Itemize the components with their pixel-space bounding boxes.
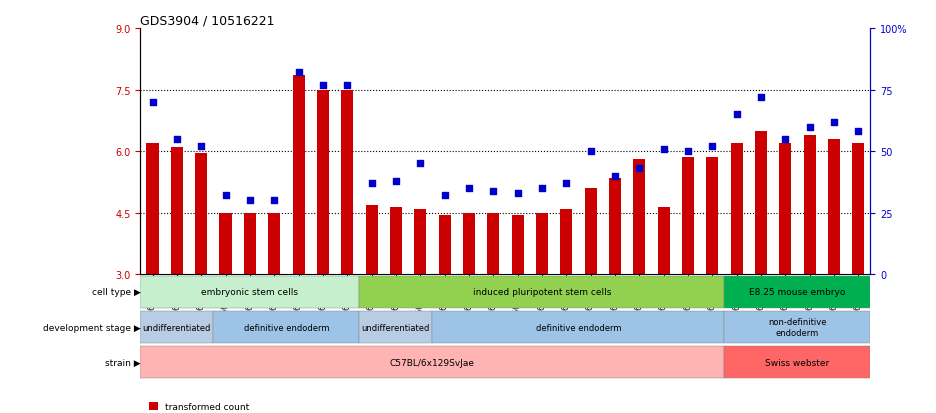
- Point: [753, 95, 768, 101]
- Bar: [244, 213, 256, 275]
- Point: [194, 144, 209, 150]
- Bar: [293, 76, 305, 275]
- FancyBboxPatch shape: [140, 311, 213, 343]
- Bar: [731, 144, 743, 275]
- Point: [802, 124, 817, 131]
- FancyBboxPatch shape: [724, 311, 870, 343]
- Point: [559, 180, 574, 187]
- Text: embryonic stem cells: embryonic stem cells: [201, 288, 299, 297]
- Legend: transformed count, percentile rank within the sample: transformed count, percentile rank withi…: [145, 398, 321, 413]
- Point: [437, 193, 452, 199]
- Point: [315, 82, 330, 89]
- Bar: [415, 209, 427, 275]
- Bar: [707, 158, 719, 275]
- Point: [826, 119, 841, 126]
- Point: [242, 198, 257, 204]
- Bar: [463, 213, 475, 275]
- FancyBboxPatch shape: [724, 276, 870, 308]
- Bar: [828, 140, 841, 275]
- Point: [680, 148, 695, 155]
- Point: [169, 136, 184, 143]
- Text: definitive endoderm: definitive endoderm: [243, 323, 329, 332]
- Text: induced pluripotent stem cells: induced pluripotent stem cells: [473, 288, 611, 297]
- Text: cell type ▶: cell type ▶: [92, 288, 140, 297]
- Point: [778, 136, 793, 143]
- Bar: [584, 189, 597, 275]
- Bar: [609, 178, 622, 275]
- Point: [267, 198, 282, 204]
- Bar: [342, 90, 354, 275]
- Bar: [316, 90, 329, 275]
- Point: [364, 180, 379, 187]
- FancyBboxPatch shape: [213, 311, 359, 343]
- Text: non-definitive
endoderm: non-definitive endoderm: [768, 318, 826, 337]
- Bar: [658, 207, 670, 275]
- Bar: [681, 158, 695, 275]
- Point: [388, 178, 403, 185]
- Bar: [853, 144, 865, 275]
- Bar: [439, 215, 451, 275]
- Bar: [220, 213, 232, 275]
- Point: [583, 148, 598, 155]
- Text: strain ▶: strain ▶: [105, 358, 140, 367]
- Bar: [634, 160, 646, 275]
- Bar: [512, 215, 524, 275]
- FancyBboxPatch shape: [359, 311, 432, 343]
- Point: [145, 99, 160, 106]
- Bar: [536, 213, 548, 275]
- FancyBboxPatch shape: [724, 347, 870, 378]
- Text: E8.25 mouse embryo: E8.25 mouse embryo: [750, 288, 845, 297]
- Bar: [147, 144, 159, 275]
- Point: [461, 185, 476, 192]
- Bar: [561, 209, 573, 275]
- FancyBboxPatch shape: [140, 347, 724, 378]
- Point: [729, 112, 744, 118]
- Text: definitive endoderm: definitive endoderm: [535, 323, 622, 332]
- Bar: [366, 205, 378, 275]
- Point: [291, 70, 306, 76]
- Point: [510, 190, 525, 197]
- Text: Swiss webster: Swiss webster: [766, 358, 829, 367]
- Text: GDS3904 / 10516221: GDS3904 / 10516221: [140, 15, 275, 28]
- Point: [218, 193, 233, 199]
- Bar: [488, 213, 500, 275]
- FancyBboxPatch shape: [432, 311, 724, 343]
- Bar: [804, 135, 816, 275]
- Bar: [269, 213, 281, 275]
- Point: [705, 144, 720, 150]
- Text: undifferentiated: undifferentiated: [142, 323, 212, 332]
- Bar: [390, 207, 402, 275]
- Point: [851, 129, 866, 135]
- FancyBboxPatch shape: [140, 276, 359, 308]
- Bar: [171, 148, 183, 275]
- Point: [486, 188, 501, 195]
- Point: [534, 185, 549, 192]
- Point: [607, 173, 622, 180]
- Text: development stage ▶: development stage ▶: [43, 323, 140, 332]
- Point: [656, 146, 671, 153]
- Bar: [755, 131, 768, 275]
- Bar: [780, 144, 792, 275]
- FancyBboxPatch shape: [359, 276, 724, 308]
- Bar: [196, 154, 208, 275]
- Text: C57BL/6x129SvJae: C57BL/6x129SvJae: [390, 358, 475, 367]
- Point: [340, 82, 355, 89]
- Point: [632, 166, 647, 172]
- Point: [413, 161, 428, 167]
- Text: undifferentiated: undifferentiated: [361, 323, 431, 332]
